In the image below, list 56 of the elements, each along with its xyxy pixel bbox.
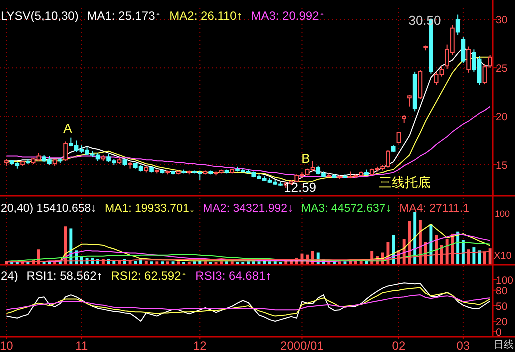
x-tick-label: 11	[76, 339, 88, 352]
bar	[274, 262, 277, 264]
text: MA3: 20.992↑	[251, 9, 326, 23]
x-tick-label: 12	[193, 339, 208, 352]
x-tick-label: 2000/01	[280, 339, 324, 352]
text: MA2: 34321.992↓	[203, 203, 294, 215]
y-tick-label: 30	[496, 14, 508, 27]
bar	[268, 262, 272, 264]
bar	[150, 262, 154, 264]
line-series	[6, 282, 491, 322]
chart-title: 24)	[1, 269, 18, 283]
text: X10	[494, 251, 512, 262]
text: MA2: 26.110↑	[170, 9, 243, 23]
x-tick-label: 03	[456, 339, 470, 352]
annotation: B	[302, 151, 310, 166]
y-tick-label: 20	[496, 316, 508, 328]
y-tick-label: 15	[496, 160, 508, 172]
y-tick-label: 20	[496, 112, 508, 124]
y-tick-label: 25	[496, 63, 508, 76]
text: MA4: 27111.1	[400, 203, 470, 215]
annotation: A	[64, 121, 73, 136]
text: MA3: 44572.637↓	[301, 203, 392, 215]
bar	[134, 261, 138, 264]
bar	[430, 224, 433, 264]
bar	[462, 240, 465, 264]
y-tick-label: 80	[496, 285, 508, 298]
bar	[247, 262, 250, 264]
x-tick-label: 02	[392, 339, 406, 352]
line-series	[6, 287, 491, 317]
bar	[472, 248, 476, 264]
series-label: RSI1: 58.562↑	[26, 269, 103, 283]
text: MA1: 25.173↑	[87, 9, 162, 23]
text: RSI2: 62.592↑	[111, 269, 188, 283]
y-tick-label: 100	[496, 275, 514, 287]
chart-title: LYSV(5,10,30)	[1, 9, 79, 23]
annotation: 三线托底	[379, 175, 431, 190]
annotation: 30.50	[408, 13, 442, 28]
bar	[193, 262, 196, 264]
annotation: 12.59	[284, 180, 317, 195]
y-tick-label: 50	[496, 300, 508, 313]
bar	[172, 262, 175, 264]
bar	[226, 262, 228, 264]
bar	[258, 262, 261, 264]
text: MA1: 19933.701↓	[104, 203, 196, 215]
y-tick-label: 0	[496, 326, 502, 339]
bar	[414, 212, 417, 264]
text: 日线	[494, 339, 514, 351]
bar	[478, 250, 482, 264]
text: RSI3: 64.681↑	[196, 269, 272, 283]
bar	[220, 262, 224, 264]
x-tick-label: 10	[0, 339, 14, 352]
bar	[344, 262, 347, 264]
bar	[252, 262, 256, 264]
line-series	[6, 294, 491, 311]
chart-title: 20,40) 15410.658↓	[1, 203, 97, 215]
bar	[161, 262, 164, 264]
